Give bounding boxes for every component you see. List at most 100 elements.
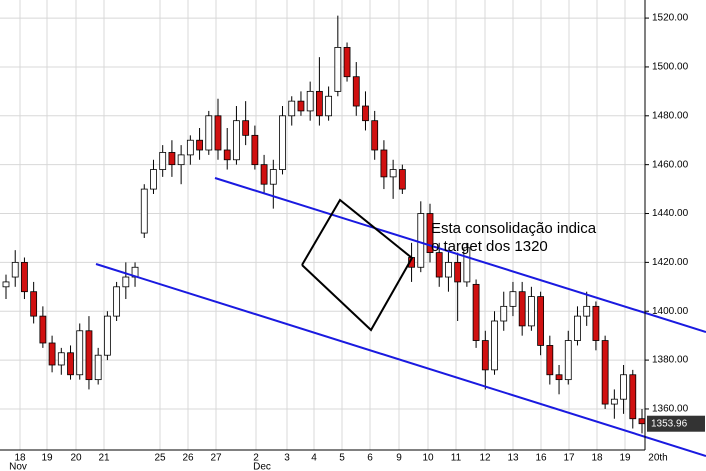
candle-body	[214, 115, 222, 151]
candle-body	[325, 95, 333, 117]
candle-body	[122, 276, 130, 288]
candle-body	[574, 315, 581, 341]
candle-body	[592, 305, 600, 341]
x-tick-label: 18	[14, 453, 26, 464]
candle-body	[527, 296, 535, 327]
y-tick-label: 1420.00	[652, 257, 689, 268]
candle-body	[445, 261, 452, 278]
candle-body	[472, 283, 480, 341]
last-price: 1353.96	[651, 418, 688, 429]
candle-body	[546, 345, 554, 376]
x-tick-label: 17	[563, 453, 575, 464]
x-tick-label: 4	[311, 453, 317, 464]
candle-body	[564, 340, 572, 381]
candle-body	[362, 105, 369, 122]
candle-body	[233, 120, 240, 161]
candle-body	[168, 152, 176, 166]
y-tick-label: 1520.00	[652, 13, 689, 24]
candle-body	[555, 374, 563, 381]
annotation: Esta consolidação indica	[431, 220, 597, 237]
candle-body	[39, 315, 47, 344]
candle-body	[481, 340, 489, 371]
x-tick-label: 9	[396, 453, 402, 464]
candle-body	[518, 291, 526, 327]
last-price-box	[647, 415, 705, 432]
x-tick-label: 19	[41, 453, 53, 464]
annotation: o target dos 1320	[431, 238, 548, 255]
candle-body	[297, 100, 305, 112]
candle-body	[11, 261, 19, 278]
candle-body	[509, 291, 517, 307]
candle-body	[140, 188, 148, 234]
consolidation-shape	[301, 198, 414, 332]
diamond	[301, 198, 414, 332]
month-label: Dec	[253, 462, 271, 471]
candle-body	[500, 305, 508, 322]
candle-body	[177, 154, 185, 166]
candle-body	[601, 340, 609, 405]
y-tick-label: 1480.00	[652, 110, 689, 121]
x-tick-label: 13	[507, 453, 519, 464]
candle-body	[610, 398, 618, 405]
candle-body	[2, 281, 10, 288]
x-tick-label: 19	[619, 453, 631, 464]
x-tick-label: 6	[367, 453, 373, 464]
candle-body	[279, 115, 286, 170]
candle-body	[398, 169, 406, 190]
trend-line	[95, 263, 706, 457]
candle-body	[21, 261, 28, 293]
x-tick-label: 2	[253, 453, 259, 464]
candle-body	[629, 374, 637, 420]
candle-body	[288, 100, 296, 117]
candle-body	[435, 252, 443, 278]
x-tick-label: 10	[422, 453, 434, 464]
candle-body	[251, 134, 259, 166]
candle-body	[638, 418, 646, 425]
candle-body	[223, 149, 231, 161]
candle-body	[57, 352, 65, 366]
y-tick-label: 1360.00	[652, 404, 689, 415]
x-tick-label: 26	[182, 453, 194, 464]
candle-body	[48, 342, 56, 366]
drawings	[95, 177, 706, 457]
candle-body	[150, 169, 157, 190]
candle-body	[113, 286, 121, 317]
x-tick-label: 18	[591, 453, 603, 464]
x-tick-label: 20	[70, 453, 82, 464]
candle-body	[537, 296, 545, 346]
x-tick-label: 16	[535, 453, 547, 464]
x-tick-label: 21	[98, 453, 110, 464]
candle-body	[67, 352, 74, 376]
candle-body	[334, 46, 342, 92]
candle-body	[186, 139, 194, 156]
x-tick-label: 27	[210, 453, 222, 464]
candle-body	[315, 90, 323, 117]
candle-body	[380, 149, 388, 178]
y-tick-label: 1500.00	[652, 62, 689, 73]
y-tick-label: 1440.00	[652, 208, 689, 219]
candle-body	[491, 320, 498, 371]
candle-body	[260, 164, 268, 185]
x-tick-label: 12	[479, 453, 491, 464]
trend-line	[214, 177, 706, 333]
candle-body	[389, 169, 397, 178]
candle-body	[620, 374, 627, 400]
candle-body	[417, 213, 425, 268]
candle-body	[94, 354, 102, 381]
candle-body	[103, 315, 111, 356]
x-tick-label: 5	[339, 453, 345, 464]
candle-body	[463, 247, 471, 283]
candle-body	[371, 120, 379, 151]
x-tick-label: 25	[154, 453, 166, 464]
candle-body	[196, 139, 203, 151]
candle-body	[426, 213, 434, 254]
candle-body	[30, 291, 38, 317]
candle-body	[76, 330, 84, 376]
y-tick-label: 1380.00	[652, 355, 689, 366]
candle-body	[269, 169, 277, 185]
candle-body	[85, 330, 93, 381]
y-tick-label: 1460.00	[652, 159, 689, 170]
candle-body	[205, 115, 213, 151]
